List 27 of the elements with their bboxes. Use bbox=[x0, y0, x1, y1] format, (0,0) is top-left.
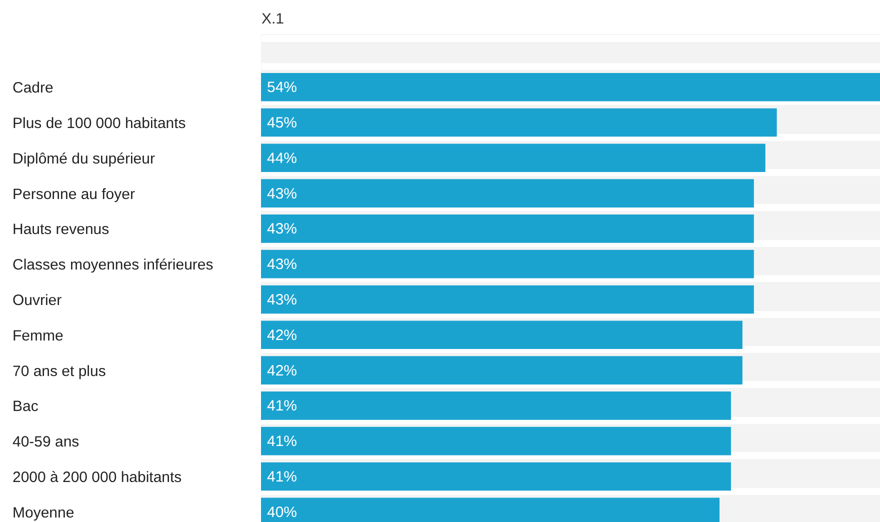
y-tick-label: Moyenne bbox=[12, 504, 74, 522]
data-label: 45% bbox=[267, 114, 297, 132]
data-label: 42% bbox=[267, 326, 297, 344]
y-tick-label: 40-59 ans bbox=[12, 434, 80, 451]
data-label: 41% bbox=[267, 398, 297, 415]
x-axis-title: X.1 bbox=[262, 10, 284, 28]
y-tick-label: Plus de 100 000 habitants bbox=[12, 115, 186, 132]
data-label: 43% bbox=[267, 185, 297, 202]
data-label: 44% bbox=[267, 150, 297, 167]
data-label: 54% bbox=[267, 79, 297, 96]
data-label: 41% bbox=[267, 433, 297, 450]
y-tick-label: Diplômé du supérieur bbox=[12, 150, 155, 168]
y-tick-label: Hauts revenus bbox=[12, 221, 110, 238]
data-label: 43% bbox=[267, 220, 297, 238]
y-tick-label: 2000 à 200 000 habitants bbox=[12, 468, 182, 486]
y-tick-label: Femme bbox=[12, 327, 64, 344]
data-label: 43% bbox=[267, 256, 297, 274]
data-label: 40% bbox=[267, 504, 297, 521]
y-tick-label: Bac bbox=[12, 398, 39, 416]
data-label: 42% bbox=[267, 362, 297, 380]
data-label: 41% bbox=[267, 468, 297, 486]
data-label: 43% bbox=[267, 291, 297, 308]
y-tick-label: Classes moyennes inférieures bbox=[12, 256, 214, 274]
y-tick-label: Personne au foyer bbox=[12, 186, 135, 203]
y-tick-label: Ouvrier bbox=[12, 292, 62, 309]
y-tick-label: Cadre bbox=[12, 80, 54, 97]
y-tick-label: 70 ans et plus bbox=[12, 362, 106, 380]
